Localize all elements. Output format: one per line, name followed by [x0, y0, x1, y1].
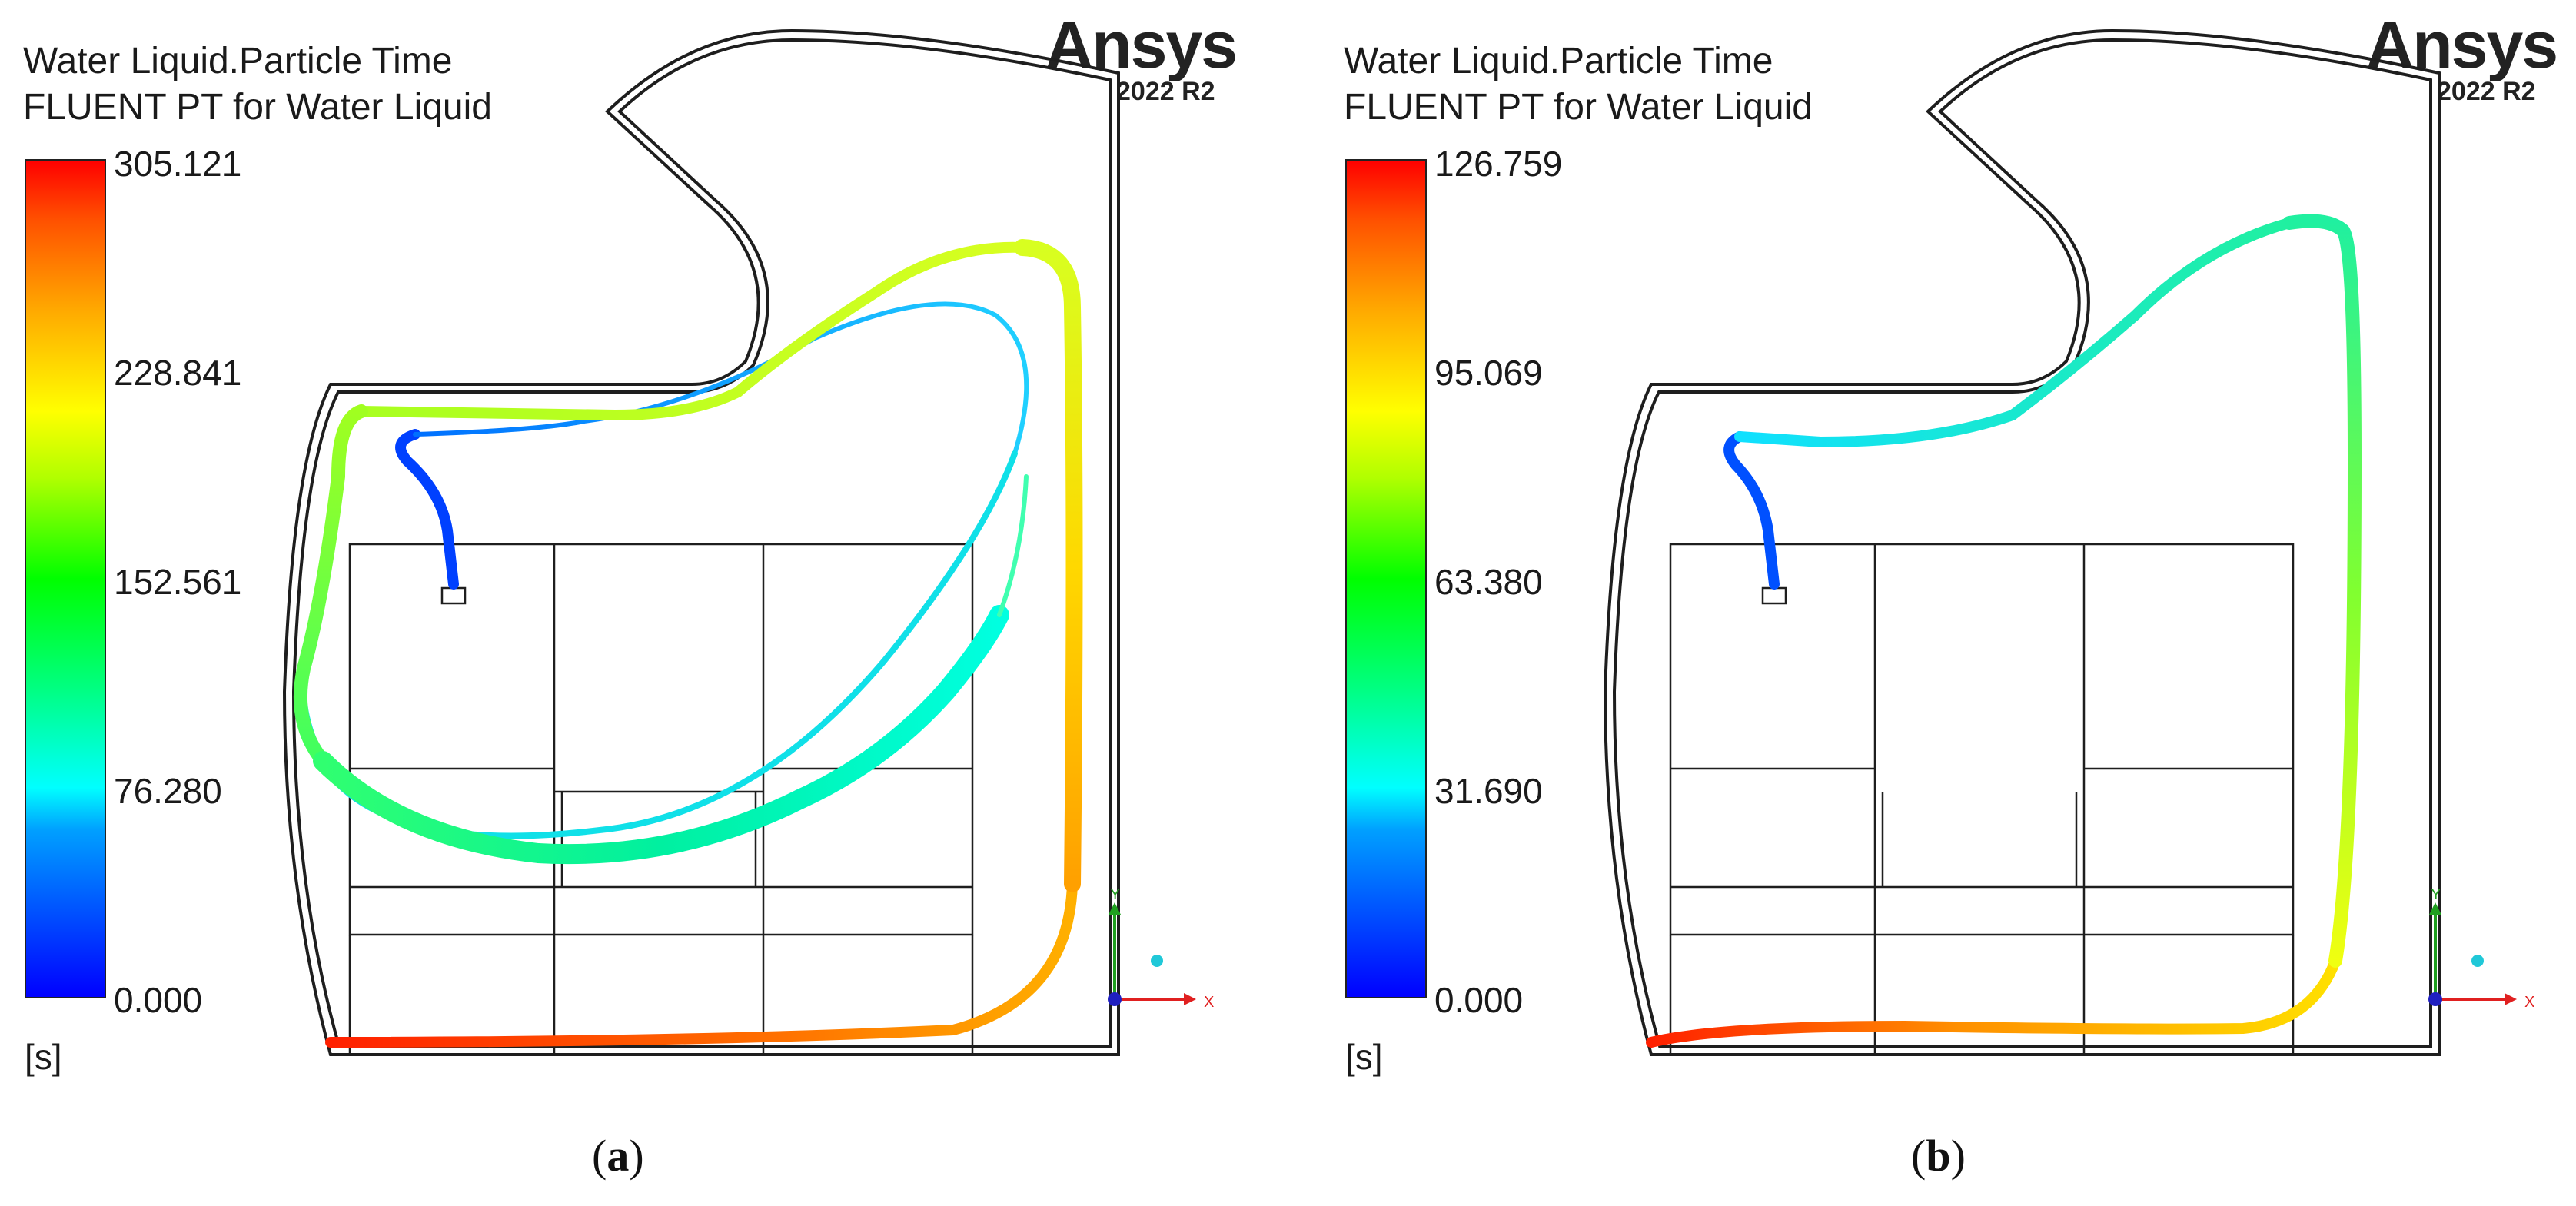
legend-tick-min: 0.000: [1434, 980, 1524, 1020]
legend-unit: [s]: [25, 1037, 62, 1077]
particle-tracks: [1646, 214, 2362, 1048]
legend-tick-min: 0.000: [114, 980, 203, 1020]
panel-b: Water Liquid.Particle Time FLUENT PT for…: [1321, 0, 2576, 1206]
simulation-view: X Y: [282, 28, 1214, 1056]
legend-tick-max: 305.121: [114, 144, 242, 184]
panel-caption: (a): [592, 1130, 644, 1181]
variable-title: Water Liquid.Particle Time: [23, 41, 453, 81]
x-axis-label: X: [2524, 994, 2534, 1011]
variable-subtitle: FLUENT PT for Water Liquid: [1344, 87, 1813, 128]
internal-structures: [1669, 543, 2295, 1055]
variable-subtitle: FLUENT PT for Water Liquid: [23, 87, 492, 128]
domain-outline: [1603, 28, 2441, 1056]
domain-outline: [282, 28, 1120, 1056]
y-axis-label: Y: [1110, 886, 1120, 903]
simulation-view: X Y: [1603, 28, 2534, 1056]
legend-tick-max: 126.759: [1434, 144, 1563, 184]
caption-close: ): [1950, 1131, 1966, 1181]
color-legend-bar: [25, 159, 106, 998]
legend-tick-3: 228.841: [114, 353, 242, 393]
caption-close: ): [629, 1131, 644, 1181]
axis-triad: X Y: [1108, 886, 1214, 1011]
color-legend-bar: [1345, 159, 1427, 998]
axis-triad: X Y: [2428, 886, 2534, 1011]
panel-caption: (b): [1911, 1130, 1966, 1181]
caption-open: (: [592, 1131, 607, 1181]
particle-tracks: [293, 239, 1083, 1048]
legend-tick-1: 31.690: [1434, 771, 1543, 811]
ansys-logo: Ansys: [1045, 8, 1238, 82]
legend-tick-1: 76.280: [114, 771, 222, 811]
caption-letter: a: [607, 1131, 630, 1181]
internal-structures: [348, 543, 974, 1055]
y-axis-label: Y: [2431, 886, 2441, 903]
x-axis-label: X: [1204, 994, 1214, 1011]
legend-tick-3: 95.069: [1434, 353, 1543, 393]
ansys-version: 2022 R2: [1116, 77, 1215, 106]
variable-title: Water Liquid.Particle Time: [1344, 41, 1773, 81]
legend-tick-2: 152.561: [114, 562, 242, 602]
legend-unit: [s]: [1345, 1037, 1383, 1077]
caption-open: (: [1911, 1131, 1926, 1181]
legend-tick-2: 63.380: [1434, 562, 1543, 602]
ansys-logo: Ansys: [2366, 8, 2558, 82]
ansys-version: 2022 R2: [2437, 77, 2536, 106]
panel-a: Water Liquid.Particle Time FLUENT PT for…: [23, 8, 1238, 1181]
caption-letter: b: [1926, 1131, 1951, 1181]
